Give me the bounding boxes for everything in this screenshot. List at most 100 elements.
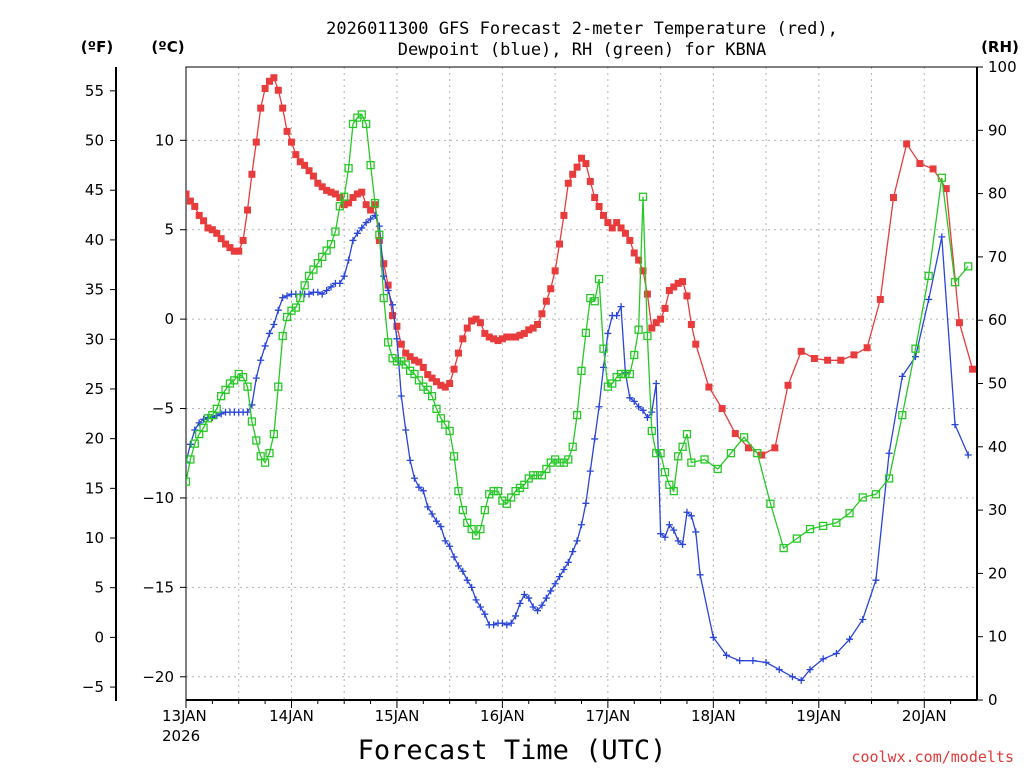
celsius-tick-label: −10 — [142, 489, 174, 507]
dewpoint-point — [520, 591, 528, 598]
rh-point — [445, 426, 454, 436]
dewpoint-point — [846, 635, 854, 643]
rh-point — [898, 410, 907, 420]
rh-point — [753, 448, 762, 458]
dewpoint-point — [762, 658, 770, 666]
plot-series — [186, 74, 977, 684]
celsius-tick-label: −5 — [152, 400, 174, 418]
temperature-point — [353, 190, 361, 198]
rh-point — [572, 410, 582, 420]
temperature-point — [635, 256, 643, 264]
temperature-point — [692, 340, 700, 348]
rh-point — [186, 455, 195, 464]
rh-point — [678, 442, 687, 451]
temperature-point — [674, 279, 682, 287]
dewpoint-point — [964, 451, 972, 459]
fahrenheit-tick-label: −5 — [82, 678, 104, 696]
temperature-point — [213, 229, 221, 237]
temperature-point — [916, 160, 924, 168]
x-tick-label: 19JAN — [796, 707, 841, 725]
rh-point — [819, 521, 828, 531]
rh-point — [230, 376, 239, 385]
rh-point — [296, 293, 305, 303]
x-tick-sublabel: 2026 — [162, 727, 200, 745]
rh-point — [687, 458, 696, 467]
rh-point — [313, 259, 322, 268]
fahrenheit-tick-label: 20 — [85, 430, 104, 448]
dewpoint-point — [375, 222, 383, 230]
temperature-point — [573, 163, 581, 171]
dewpoint-point — [736, 657, 744, 665]
dewpoint-point — [468, 583, 476, 591]
temperature-point — [903, 140, 911, 148]
dewpoint-point — [507, 619, 515, 627]
rh-point — [212, 404, 221, 413]
rh-point — [520, 480, 529, 489]
temperature-point — [244, 206, 252, 214]
fahrenheit-tick-label: 5 — [94, 579, 104, 597]
temperature-point — [432, 378, 440, 386]
fahrenheit-tick-label: 30 — [85, 330, 104, 348]
rh-point — [436, 414, 446, 423]
temperature-point — [595, 202, 603, 210]
dewpoint-point — [806, 666, 814, 674]
temperature-point — [687, 320, 695, 328]
rh-point — [423, 385, 432, 394]
dewpoint-point — [213, 412, 221, 420]
rh-point — [564, 455, 573, 464]
rh-point — [911, 344, 920, 353]
temperature-point — [358, 188, 366, 196]
temperature-point — [503, 333, 511, 341]
rh-point — [590, 297, 599, 306]
temperature-point — [863, 344, 871, 352]
temperature-point — [389, 312, 397, 320]
dewpoint-point — [419, 487, 427, 495]
rh-point — [950, 278, 960, 287]
dewpoint-point — [630, 397, 638, 405]
dewpoint-point — [951, 421, 959, 429]
rh-point — [256, 452, 265, 461]
temperature-point — [621, 229, 629, 237]
temperature-point — [384, 281, 392, 289]
dewpoint-point — [490, 621, 498, 629]
temperature-point — [485, 333, 493, 341]
rh-point — [300, 281, 309, 290]
temperature-point — [564, 179, 572, 187]
temperature-point — [419, 363, 427, 371]
temperature-point — [204, 224, 212, 232]
temperature-point — [648, 324, 656, 332]
temperature-point — [208, 226, 216, 234]
rh-point — [924, 271, 933, 281]
temperature-point — [810, 354, 818, 362]
temperature-point — [929, 165, 937, 173]
dewpoint-point — [534, 607, 542, 615]
temperature-point — [186, 190, 190, 198]
dewpoint-point — [411, 474, 419, 482]
temperature-point — [498, 335, 506, 343]
rh-point — [221, 385, 230, 394]
temperature-point — [217, 235, 225, 243]
temperature-point — [283, 127, 291, 135]
dewpoint-point — [749, 657, 757, 665]
temperature-point — [560, 211, 568, 219]
credit-text: coolwx.com/modelts — [851, 748, 1014, 766]
temperature-point — [547, 285, 555, 293]
dewpoint-point — [560, 565, 568, 573]
temperature-point — [683, 292, 691, 300]
rh-point — [186, 477, 191, 486]
temperature-point — [248, 170, 256, 178]
temperature-point — [367, 206, 375, 214]
dewpoint-point — [643, 413, 651, 421]
dewpoint-point — [362, 219, 370, 227]
temperature-point — [718, 405, 726, 413]
rh-point — [467, 524, 476, 534]
temperature-point — [270, 74, 278, 82]
temperature-point — [257, 104, 265, 112]
fahrenheit-tick-label: 40 — [85, 231, 104, 249]
temperature-point — [876, 295, 884, 303]
temperature-point — [463, 324, 471, 332]
temperature-point — [406, 353, 414, 361]
rh-point — [265, 448, 274, 458]
rh-point — [489, 486, 498, 496]
temperature-point — [837, 356, 845, 364]
